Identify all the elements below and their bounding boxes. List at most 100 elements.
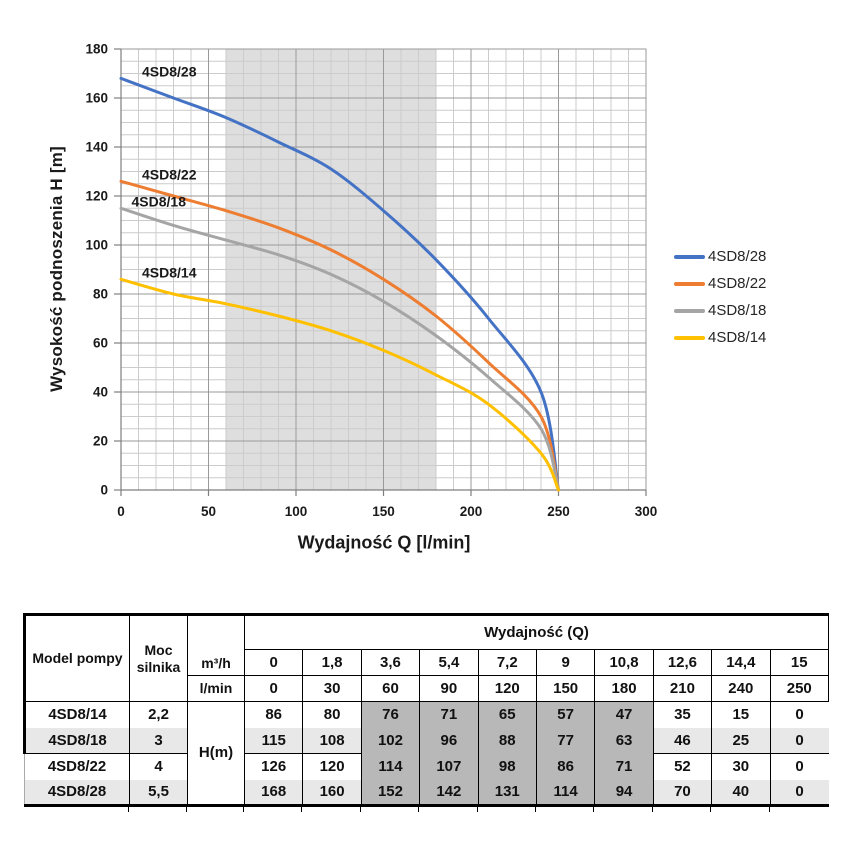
column-border-stub: [651, 805, 653, 812]
table-bottom-border-stubs: [23, 805, 827, 812]
header-lmin-value: 60: [360, 675, 421, 702]
cell-power: 2,2: [129, 701, 188, 728]
table-row-4sd8-14: 4SD8/14 2,2 H(m) 86 80 76 71 65 57 47 35 15 0: [23, 701, 829, 807]
y-tick-label: 140: [85, 140, 108, 155]
header-lmin-value: 0: [243, 675, 304, 702]
header-lmin-value: 250: [769, 675, 830, 702]
cell-h-value: 120: [302, 753, 362, 780]
cell-h-value: 131: [478, 779, 537, 807]
legend-label: 4SD8/18: [708, 302, 767, 319]
cell-h-value: 52: [653, 753, 713, 780]
pump-data-table: Model pompy Moc silnika m³/h Wydajność (Q) 0…: [23, 613, 830, 807]
cell-h-value: 71: [594, 753, 654, 780]
cell-h-m-label: H(m): [187, 701, 245, 807]
header-m3h-value: 0: [243, 649, 304, 676]
cell-h-value: 160: [302, 779, 362, 807]
y-tick-label: 180: [85, 42, 108, 57]
curve-4sd8-28: [119, 76, 560, 492]
column-border-stub: [535, 805, 536, 812]
header-m3h-value: 1,8: [302, 649, 362, 676]
header-m3h-value: 3,6: [360, 649, 421, 676]
column-border-stub: [301, 805, 303, 812]
header-m3h-value: 14,4: [711, 649, 771, 676]
header-m3h-value: 15: [769, 649, 830, 676]
legend-label: 4SD8/22: [708, 275, 767, 292]
cell-model: 4SD8/18: [23, 727, 130, 754]
cell-h-value: 86: [244, 701, 304, 728]
legend-item: 4SD8/14: [674, 324, 766, 351]
cell-h-value: 15: [711, 701, 771, 728]
column-border-stub: [476, 805, 478, 812]
cell-h-value: 0: [770, 727, 829, 754]
chart-legend: 4SD8/28 4SD8/22 4SD8/18 4SD8/14: [674, 243, 766, 351]
cell-h-value: 40: [711, 779, 771, 807]
cell-h-value: 0: [770, 753, 829, 780]
column-border-stub: [359, 805, 361, 812]
header-unit-lmin: l/min: [187, 675, 245, 702]
header-wydajnosc-q: Wydajność (Q): [243, 613, 830, 650]
y-tick-label: 160: [85, 91, 108, 106]
cell-h-value: 65: [478, 701, 537, 728]
cell-model: 4SD8/22: [24, 753, 130, 780]
x-tick-label: 100: [285, 504, 308, 519]
cell-power: 3: [129, 727, 188, 754]
header-m3h-value: 5,4: [419, 649, 479, 676]
header-lmin-value: 150: [535, 675, 596, 702]
header-m3h-value: 10,8: [594, 649, 654, 676]
column-border-stub: [128, 805, 129, 812]
cell-power: 4: [129, 753, 188, 780]
cell-h-value: 107: [419, 753, 479, 780]
y-tick-label: 0: [100, 483, 108, 498]
cell-power: 5,5: [129, 779, 188, 807]
y-tick-label: 20: [93, 434, 108, 449]
table-row-4sd8-22: 4SD8/22 4 126 120 114 107 98 86 71 52 30 0: [24, 753, 829, 780]
y-axis-title: Wysokość podnoszenia H [m]: [47, 146, 66, 392]
cell-h-value: 98: [478, 753, 537, 780]
cell-model: 4SD8/28: [24, 779, 130, 807]
column-border-stub: [768, 805, 770, 812]
table-row-4sd8-18: 4SD8/18 3 115 108 102 96 88 77 63 46 25 0: [23, 727, 829, 754]
cell-h-value: 47: [594, 701, 654, 728]
header-lmin-value: 30: [302, 675, 362, 702]
curve-4sd8-14: [119, 277, 560, 492]
cell-h-value: 70: [653, 779, 713, 807]
cell-h-value: 152: [361, 779, 421, 807]
header-model-pompy: Model pompy: [23, 613, 130, 702]
cell-h-value: 25: [711, 727, 771, 754]
column-border-stub: [418, 805, 420, 812]
cell-h-value: 96: [419, 727, 479, 754]
y-tick-label: 100: [85, 238, 108, 253]
header-m3h-value: 7,2: [477, 649, 537, 676]
column-border-stub: [243, 805, 244, 812]
pump-performance-chart: 0 50 100 150 200 250 300 0 20 40 60 80 100 120 140 160 1…: [47, 42, 766, 553]
cell-h-value: 108: [302, 727, 362, 754]
cell-h-value: 102: [361, 727, 421, 754]
cell-h-value: 71: [419, 701, 479, 728]
cell-h-value: 126: [244, 753, 304, 780]
curve-label: 4SD8/22: [142, 166, 197, 182]
curve-4sd8-22: [119, 179, 560, 492]
cell-model: 4SD8/14: [23, 701, 130, 728]
cell-h-value: 57: [536, 701, 596, 728]
cell-h-value: 114: [361, 753, 421, 780]
cell-h-value: 46: [653, 727, 713, 754]
cell-h-value: 80: [302, 701, 362, 728]
x-tick-label: 150: [372, 504, 395, 519]
cell-h-value: 0: [770, 779, 829, 807]
x-tick-label: 300: [635, 504, 658, 519]
cell-h-value: 77: [536, 727, 596, 754]
legend-line-swatch: [674, 254, 705, 259]
x-tick-label: 50: [201, 504, 216, 519]
chart-plot-canvas: 0 50 100 150 200 250 300 0 20 40 60 80 100 120 140 160 1…: [85, 42, 658, 520]
curve-label: 4SD8/14: [142, 264, 197, 280]
x-axis-title: Wydajność Q [l/min]: [297, 532, 471, 553]
y-tick-label: 40: [93, 385, 108, 400]
header-moc-silnika: Moc silnika: [129, 613, 188, 702]
cell-h-value: 142: [419, 779, 479, 807]
y-tick-label: 80: [93, 287, 108, 302]
curve-4sd8-18: [119, 206, 560, 492]
header-lmin-value: 240: [711, 675, 771, 702]
cell-h-value: 88: [478, 727, 537, 754]
header-lmin-value: 120: [477, 675, 537, 702]
header-lmin-value: 90: [419, 675, 479, 702]
